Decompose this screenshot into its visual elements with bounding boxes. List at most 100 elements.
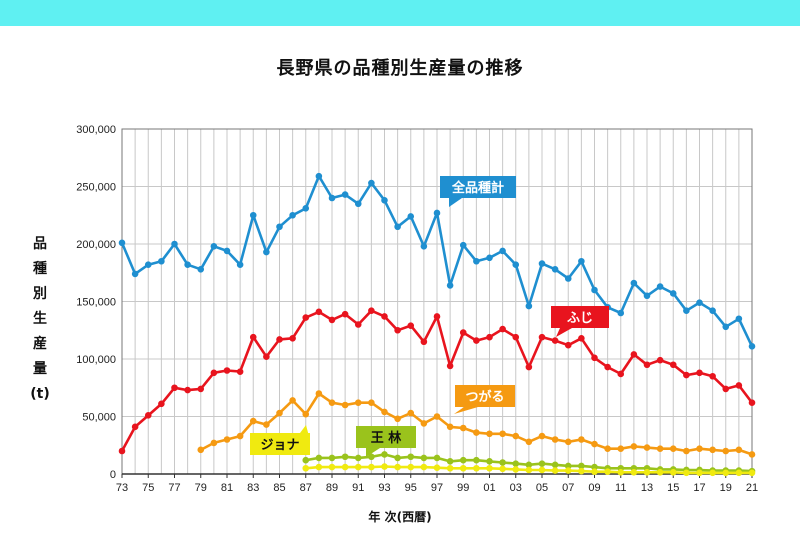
data-point <box>394 463 401 471</box>
data-point <box>473 456 480 464</box>
data-point <box>263 248 270 256</box>
data-point <box>564 467 572 474</box>
x-tick-label: 03 <box>510 482 522 494</box>
data-point <box>551 461 559 469</box>
data-point <box>210 369 218 377</box>
data-point <box>368 179 375 187</box>
data-point <box>433 313 441 320</box>
data-point <box>604 363 611 371</box>
data-point <box>669 445 677 453</box>
data-point <box>630 468 638 476</box>
data-point <box>131 270 139 278</box>
data-point <box>748 451 756 458</box>
data-point <box>328 316 336 324</box>
x-tick-label: 13 <box>641 482 653 494</box>
data-point <box>499 465 506 473</box>
data-point <box>197 446 205 454</box>
data-point <box>368 399 375 407</box>
data-point <box>617 468 625 476</box>
y-tick-label: 100,000 <box>76 354 116 366</box>
data-point <box>249 333 257 341</box>
data-point <box>735 315 743 323</box>
data-point <box>696 469 703 477</box>
data-point <box>341 463 349 471</box>
data-point <box>302 205 310 212</box>
data-point <box>473 257 480 265</box>
data-point <box>538 466 546 474</box>
data-point <box>564 341 572 349</box>
data-point <box>459 241 467 249</box>
data-point <box>643 361 651 369</box>
data-point <box>499 430 506 438</box>
data-point <box>236 368 244 375</box>
data-point <box>158 257 165 265</box>
data-point <box>328 194 336 202</box>
data-point <box>394 415 401 423</box>
data-point <box>617 309 625 317</box>
data-point <box>446 362 454 370</box>
data-point <box>591 354 598 362</box>
x-tick-label: 09 <box>588 482 600 494</box>
x-tick-label: 81 <box>221 482 233 494</box>
data-point <box>302 314 310 321</box>
y-axis-label-char: 別 <box>33 286 47 302</box>
x-tick-label: 19 <box>720 482 732 494</box>
series-label: ジョナ <box>260 438 299 453</box>
data-point <box>630 351 638 358</box>
x-tick-label: 75 <box>142 482 154 494</box>
x-tick-label: 11 <box>615 482 626 494</box>
data-point <box>446 458 454 465</box>
x-tick-label: 83 <box>247 482 259 494</box>
data-point <box>315 390 323 397</box>
data-point <box>459 424 467 432</box>
data-point <box>341 191 349 198</box>
data-point <box>381 313 388 320</box>
data-point <box>144 261 152 269</box>
series-label-tail <box>454 407 478 414</box>
data-point <box>354 200 362 208</box>
data-point <box>302 464 310 472</box>
series-label-box <box>440 176 516 198</box>
data-point <box>407 213 415 220</box>
data-point <box>328 454 336 462</box>
data-point <box>538 460 546 467</box>
data-point <box>210 439 218 447</box>
data-point <box>315 308 323 316</box>
data-point <box>236 261 244 269</box>
data-point <box>578 467 585 475</box>
data-point <box>446 282 454 289</box>
data-point <box>354 454 362 462</box>
x-tick-label: 87 <box>300 482 312 494</box>
x-tick-label: 79 <box>195 482 207 494</box>
y-tick-label: 250,000 <box>76 182 116 194</box>
data-point <box>118 239 126 247</box>
x-tick-label: 99 <box>457 482 469 494</box>
data-point <box>617 370 625 378</box>
data-point <box>263 421 270 428</box>
data-point <box>709 469 716 477</box>
y-tick-label: 150,000 <box>76 297 116 309</box>
data-point <box>630 443 638 450</box>
data-point <box>683 469 690 477</box>
data-point <box>683 307 690 315</box>
data-point <box>643 444 651 451</box>
data-point <box>564 275 572 282</box>
data-point <box>289 211 296 219</box>
data-point <box>473 337 480 344</box>
data-point <box>407 453 415 461</box>
data-point <box>525 363 533 371</box>
y-tick-label: 0 <box>110 469 116 481</box>
data-point <box>656 283 664 290</box>
data-point <box>144 412 152 419</box>
data-point <box>656 468 664 476</box>
data-point <box>643 468 651 476</box>
data-point <box>748 469 756 477</box>
x-tick-label: 07 <box>562 482 574 494</box>
data-point <box>315 463 323 471</box>
data-point <box>171 384 178 392</box>
data-point <box>315 454 323 462</box>
x-tick-label: 73 <box>116 482 128 494</box>
data-point <box>551 467 559 474</box>
data-point <box>368 463 375 471</box>
data-point <box>263 353 270 361</box>
